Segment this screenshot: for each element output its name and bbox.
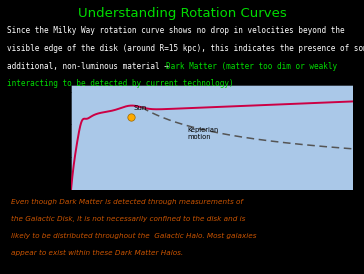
Text: Even though Dark Matter is detected through measurements of: Even though Dark Matter is detected thro… xyxy=(11,199,243,205)
Text: Understanding Rotation Curves: Understanding Rotation Curves xyxy=(78,7,286,20)
Y-axis label: Rotation speed (km/s): Rotation speed (km/s) xyxy=(38,95,47,180)
Text: visible edge of the disk (around R=15 kpc), this indicates the presence of some: visible edge of the disk (around R=15 kp… xyxy=(7,44,364,53)
Text: Keplerian
motion: Keplerian motion xyxy=(187,127,219,140)
Point xyxy=(128,115,134,119)
Text: interacting to be detected by current technology): interacting to be detected by current te… xyxy=(7,79,233,89)
Text: the Galactic Disk, it is not necessarily confined to the disk and is: the Galactic Disk, it is not necessarily… xyxy=(11,216,245,222)
X-axis label: Distance from Galactic center (kpc): Distance from Galactic center (kpc) xyxy=(144,207,280,216)
Text: likely to be distributed throughout the  Galactic Halo. Most galaxies: likely to be distributed throughout the … xyxy=(11,233,256,239)
Text: Sun: Sun xyxy=(134,105,147,111)
Text: Dark Matter (matter too dim or weakly: Dark Matter (matter too dim or weakly xyxy=(166,62,337,71)
Text: Since the Milky Way rotation curve shows no drop in velocities beyond the: Since the Milky Way rotation curve shows… xyxy=(7,26,344,35)
Text: appear to exist within these Dark Matter Halos.: appear to exist within these Dark Matter… xyxy=(11,250,183,256)
Text: additional, non-luminous material →: additional, non-luminous material → xyxy=(7,62,173,71)
